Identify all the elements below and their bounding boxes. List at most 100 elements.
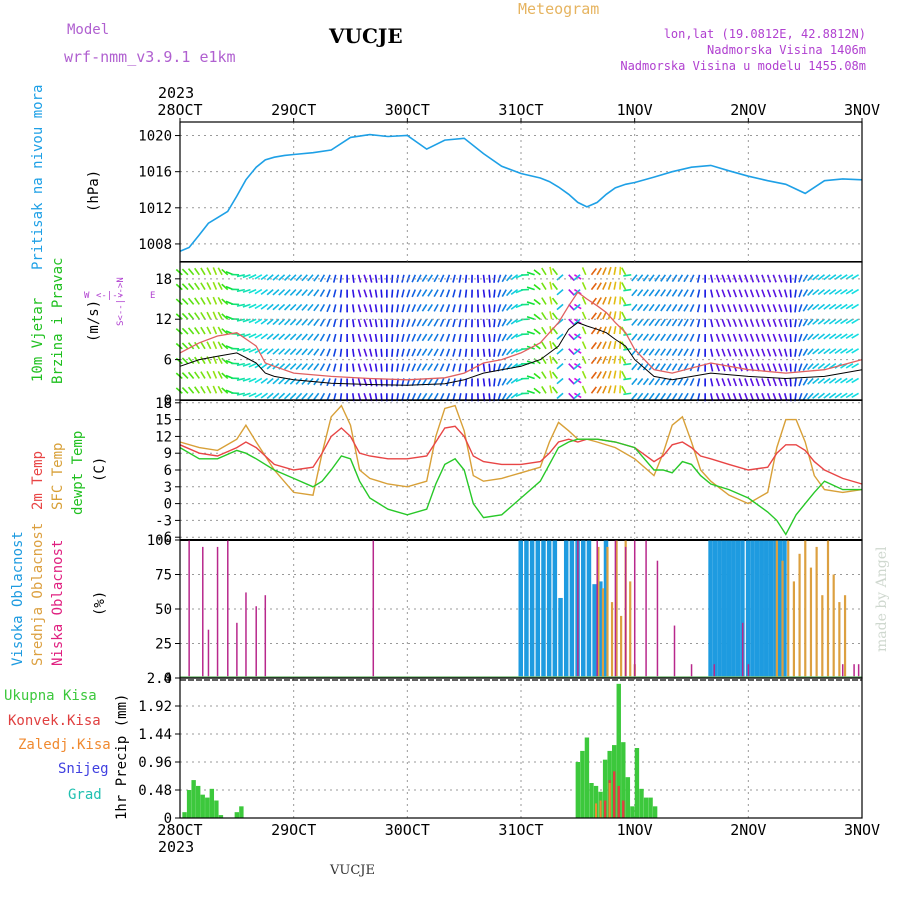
wind-arrow (671, 392, 678, 401)
wind-arrow (689, 392, 695, 401)
wind-arrow (339, 348, 343, 357)
wind-arrow (817, 363, 825, 370)
wind-arrow (266, 333, 274, 340)
wind-arrow (439, 304, 445, 313)
wind-arrow (283, 363, 291, 370)
wind-arrow (427, 333, 434, 342)
wind-arrow (181, 268, 189, 276)
wind-arrow (738, 378, 743, 387)
wind-arrow (727, 318, 732, 328)
altitude-text: Nadmorska Visina 1406m (707, 43, 866, 57)
wind-arrow (590, 371, 597, 379)
wind-arrow (339, 274, 343, 283)
cloud-tick-label: 0 (164, 671, 172, 687)
wind-arrow (607, 355, 612, 364)
wind-arrow (744, 318, 749, 328)
cloud-high-bar (745, 540, 751, 678)
wind-arrow (823, 363, 831, 370)
wind-arrow (581, 356, 587, 364)
wind-arrow (817, 303, 825, 310)
wind-arrow (464, 289, 468, 298)
wind-arrow (619, 355, 622, 364)
wind-arrow (458, 274, 462, 283)
wind-arrow (660, 318, 667, 327)
cloud-high-bar (764, 540, 769, 678)
wind-arrow (445, 363, 451, 372)
wind-arrow (677, 348, 684, 357)
wind-arrow (607, 296, 612, 305)
wind-arrow (665, 333, 672, 342)
wind-arrow (181, 312, 189, 320)
wind-arrow (648, 274, 655, 282)
wind-arrow (817, 333, 825, 340)
wind-arrow (556, 348, 564, 355)
wind-arrow (272, 377, 280, 385)
wind-arrow (187, 342, 195, 350)
wind-arrow (845, 333, 854, 339)
wind-arrow (798, 274, 803, 283)
temp-tick-label: 6 (164, 463, 172, 479)
cloud-low-bar (202, 546, 204, 678)
wind-arrow (452, 333, 456, 342)
wind-arrow (452, 319, 456, 328)
wind-arrow (260, 333, 268, 340)
wind-gust-line (179, 291, 863, 381)
wind-arrow (351, 289, 355, 298)
cloud-high-bar (726, 540, 732, 678)
wind-arrow (380, 363, 383, 372)
wind-arrow (732, 289, 738, 298)
cloud-high-bar (717, 540, 722, 678)
wind-arrow (374, 304, 378, 313)
precip-total-bar (616, 683, 621, 818)
wind-arrow (212, 267, 218, 276)
wind-arrow (631, 348, 638, 356)
wind-arrow (326, 304, 331, 313)
wind-arrow (351, 333, 355, 343)
wind-arrow (266, 274, 274, 281)
wind-arrow (278, 289, 286, 296)
wind-arrow (727, 348, 732, 357)
wind-arrow (266, 363, 274, 370)
cloud-high-bar (777, 540, 783, 678)
wind-arrow (391, 304, 394, 313)
wind-arrow (260, 392, 268, 399)
wind-arrow (175, 283, 183, 291)
wind-arrow (817, 288, 825, 296)
wind-arrow (660, 274, 667, 282)
wind-arrow (683, 318, 689, 327)
wind-arrow (319, 392, 326, 401)
wind-arrow (665, 348, 672, 356)
wind-arrow (623, 362, 632, 366)
cloud-low-bar (853, 664, 855, 678)
wind-arrow (326, 318, 331, 327)
wind-arrow (194, 282, 200, 291)
wind-arrow (295, 289, 303, 296)
wind-arrow (242, 348, 251, 353)
precip-total-bar (652, 806, 658, 818)
wind-arrow (416, 333, 422, 342)
wind-arrow (175, 372, 183, 380)
wind-arrow (445, 333, 451, 342)
wind-arrow (439, 392, 445, 401)
wind-arrow (493, 378, 496, 387)
wind-arrow (374, 274, 378, 283)
wind-arrow (749, 304, 755, 313)
wind-arrow (283, 274, 291, 281)
wind-arrow (607, 326, 612, 335)
wind-arrow (236, 288, 245, 293)
wind-arrow (845, 377, 854, 384)
wind-arrow (242, 318, 251, 323)
wind-arrow (665, 274, 672, 282)
wind-arrow (401, 289, 405, 298)
wind-arrow (278, 377, 286, 385)
wind-arrow (772, 318, 777, 328)
wind-arrow (200, 326, 206, 335)
wind-arrow (631, 333, 638, 341)
wind-arrow (357, 333, 362, 342)
wind-arrow (828, 333, 837, 340)
cloud-low-bar (857, 664, 860, 678)
wind-arrow (396, 319, 400, 328)
wind-arrow (301, 348, 308, 356)
wind-tick-label: 18 (155, 272, 172, 288)
cloud-high-bar (721, 540, 727, 678)
